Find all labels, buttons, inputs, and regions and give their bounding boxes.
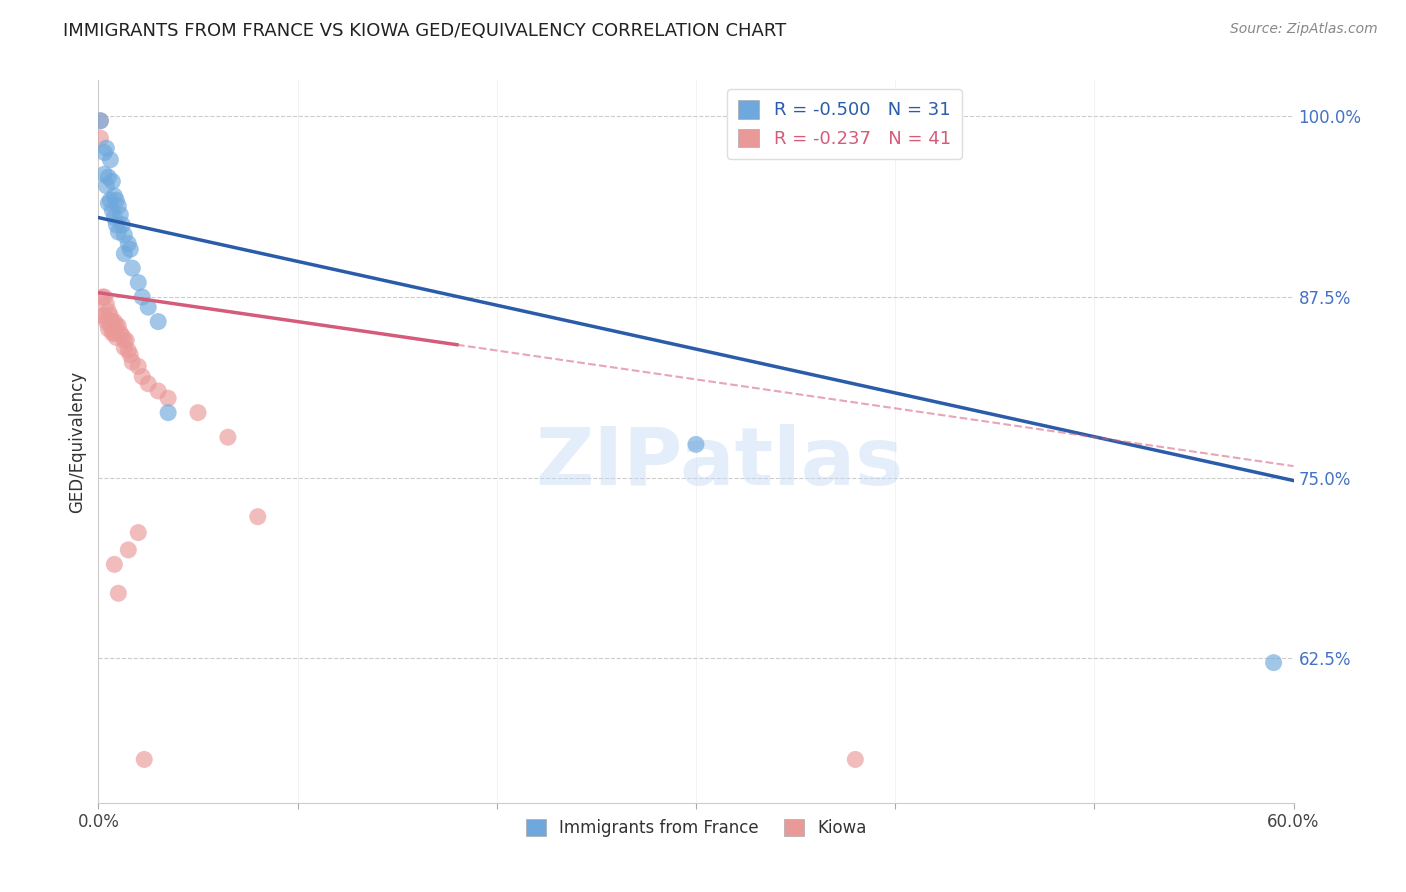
Point: [93, 145, 115, 160]
Point: [117, 343, 139, 358]
Point: [107, 225, 129, 239]
Point: [112, 246, 135, 260]
Point: [98, 193, 122, 207]
Point: [1263, 656, 1285, 670]
Point: [134, 752, 156, 766]
Point: [131, 290, 153, 304]
Point: [98, 318, 122, 333]
Point: [93, 290, 115, 304]
Point: [101, 174, 124, 188]
Point: [105, 193, 128, 207]
Point: [844, 752, 866, 766]
Point: [103, 189, 125, 203]
Point: [97, 304, 120, 318]
Point: [121, 261, 143, 276]
Point: [89, 131, 111, 145]
Point: [96, 315, 118, 329]
Point: [112, 341, 135, 355]
Point: [103, 211, 125, 225]
Point: [127, 525, 149, 540]
Point: [96, 141, 118, 155]
Point: [112, 227, 135, 242]
Point: [120, 243, 142, 257]
Point: [105, 318, 128, 333]
Point: [685, 437, 707, 451]
Point: [107, 318, 129, 333]
Point: [246, 509, 269, 524]
Point: [120, 348, 142, 362]
Point: [127, 276, 149, 290]
Point: [101, 326, 124, 341]
Point: [110, 326, 132, 341]
Point: [131, 369, 153, 384]
Point: [101, 203, 124, 218]
Point: [89, 113, 111, 128]
Point: [103, 315, 125, 329]
Point: [101, 315, 124, 329]
Point: [217, 430, 239, 444]
Point: [98, 309, 122, 323]
Point: [136, 376, 159, 391]
Point: [89, 113, 111, 128]
Point: [111, 218, 134, 232]
Point: [117, 543, 139, 558]
Point: [127, 359, 149, 374]
Text: ZIPatlas: ZIPatlas: [536, 425, 904, 502]
Point: [93, 167, 115, 181]
Point: [136, 300, 159, 314]
Point: [115, 334, 138, 348]
Point: [107, 199, 129, 213]
Point: [103, 326, 125, 341]
Point: [148, 315, 170, 329]
Legend: Immigrants from France, Kiowa: Immigrants from France, Kiowa: [517, 810, 875, 845]
Point: [187, 406, 209, 420]
Point: [148, 384, 170, 398]
Point: [96, 297, 118, 311]
Point: [107, 586, 129, 600]
Point: [93, 309, 115, 323]
Point: [103, 558, 125, 572]
Point: [105, 218, 128, 232]
Y-axis label: GED/Equivalency: GED/Equivalency: [69, 370, 87, 513]
Text: Source: ZipAtlas.com: Source: ZipAtlas.com: [1230, 22, 1378, 37]
Point: [105, 330, 128, 344]
Point: [111, 329, 134, 343]
Point: [91, 290, 114, 304]
Point: [157, 406, 180, 420]
Text: IMMIGRANTS FROM FRANCE VS KIOWA GED/EQUIVALENCY CORRELATION CHART: IMMIGRANTS FROM FRANCE VS KIOWA GED/EQUI…: [63, 22, 786, 40]
Point: [112, 334, 135, 348]
Point: [97, 322, 120, 336]
Point: [117, 236, 139, 251]
Point: [110, 208, 132, 222]
Point: [97, 170, 120, 185]
Point: [91, 309, 114, 323]
Point: [97, 196, 120, 211]
Point: [121, 355, 143, 369]
Point: [157, 391, 180, 405]
Point: [98, 153, 122, 167]
Point: [96, 178, 118, 193]
